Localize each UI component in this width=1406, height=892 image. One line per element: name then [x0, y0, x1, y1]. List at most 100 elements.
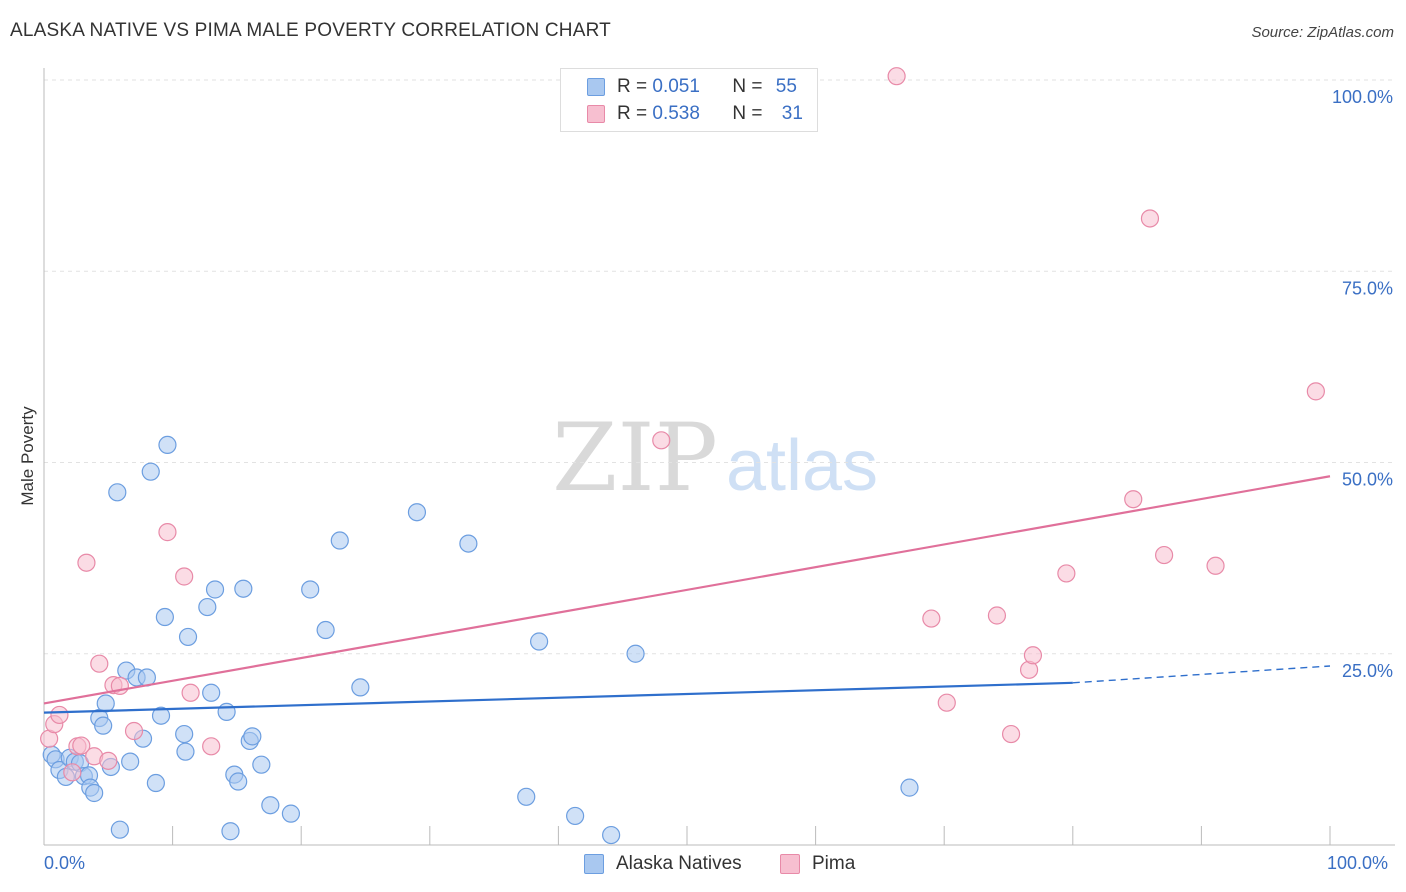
- alaska-natives-point: [566, 806, 585, 826]
- legend-r-value: 0.051: [652, 76, 700, 97]
- pima-point: [202, 737, 221, 756]
- alaska-natives-point: [146, 773, 165, 793]
- alaska-natives-point: [96, 694, 115, 713]
- bottom-legend-swatch-pima: [780, 854, 800, 874]
- legend-n-label: N =: [732, 76, 768, 97]
- legend-n-value: 31: [781, 103, 803, 124]
- pima-point: [1306, 382, 1325, 401]
- pima-point: [887, 67, 906, 86]
- legend-swatch-pima: [587, 105, 605, 123]
- alaska-natives-point: [121, 752, 140, 771]
- pima-point: [158, 523, 177, 542]
- pima-point: [652, 431, 671, 450]
- gridlines: [44, 79, 1395, 655]
- alaska-natives-point: [351, 678, 370, 697]
- pima-point: [77, 553, 96, 572]
- pima-point: [99, 751, 118, 770]
- alaska-natives-point: [175, 724, 194, 744]
- legend-row-pima: R = 0.538 N = 31: [587, 102, 803, 126]
- bottom-legend-label-alaska-natives: Alaska Natives: [616, 853, 742, 874]
- pima-point: [72, 736, 91, 755]
- y-tick-label-25: 25.0%: [1342, 661, 1393, 681]
- legend-n-label: N =: [732, 103, 768, 124]
- pima-point: [1057, 564, 1076, 583]
- pima-point: [1206, 556, 1225, 575]
- pima-point: [175, 567, 194, 586]
- x-tick-label-max: 100.0%: [1327, 853, 1389, 873]
- alaska-natives-point: [517, 787, 536, 806]
- axes: [43, 68, 1395, 846]
- watermark-zip: ZIP: [552, 404, 718, 513]
- y-tick-labels: 25.0% 50.0% 75.0% 100.0%: [1332, 87, 1393, 681]
- alaska-natives-point: [205, 580, 225, 599]
- alaska-natives-point: [229, 772, 248, 791]
- pima-point: [124, 721, 144, 741]
- pima-point: [987, 606, 1007, 625]
- pima-point: [63, 763, 82, 782]
- pima-point: [1155, 545, 1174, 565]
- alaska-natives-point: [198, 597, 217, 617]
- alaska-natives-point: [234, 579, 253, 598]
- bottom-legend-alaska-natives: Alaska Natives: [584, 852, 742, 876]
- alaska-natives-point: [217, 702, 236, 721]
- alaska-natives-point: [151, 706, 171, 725]
- trend-lines: [43, 475, 1331, 714]
- pima-point: [1023, 646, 1043, 665]
- legend-r-label: R =: [617, 103, 653, 124]
- bottom-legend-label-pima: Pima: [812, 853, 856, 874]
- legend-r-label: R =: [617, 76, 653, 97]
- alaska-natives-point: [176, 742, 195, 761]
- chart-title: ALASKA NATIVE VS PIMA MALE POVERTY CORRE…: [10, 20, 611, 41]
- alaska-natives-point: [110, 820, 129, 839]
- alaska-natives-point: [301, 580, 320, 599]
- pima-point: [50, 705, 69, 725]
- pima-trend-line: [43, 475, 1331, 705]
- data-points: [40, 67, 1325, 845]
- y-tick-label-100: 100.0%: [1332, 87, 1393, 107]
- alaska-natives-point: [459, 534, 478, 553]
- pima-point: [922, 609, 941, 628]
- pima-point: [937, 693, 956, 712]
- pima-point: [1124, 490, 1143, 509]
- y-tick-label-75: 75.0%: [1342, 278, 1393, 298]
- chart-source: Source: ZipAtlas.com: [1251, 24, 1394, 41]
- bottom-legend-swatch-alaska-natives: [584, 854, 604, 874]
- legend-n-value: 55: [775, 76, 797, 97]
- alaska-natives-point: [261, 796, 280, 815]
- alaska-natives-point: [281, 804, 301, 823]
- watermark: ZIP atlas: [552, 404, 878, 513]
- alaska-natives-point: [243, 727, 262, 746]
- alaska-natives-point: [158, 435, 177, 455]
- y-tick-label-50: 50.0%: [1342, 470, 1393, 490]
- alaska-natives-point: [94, 716, 113, 735]
- alaska-natives-point: [155, 607, 174, 627]
- x-tick-label-min: 0.0%: [44, 853, 86, 873]
- alaska-natives-point: [178, 627, 198, 647]
- alaska-natives-point: [407, 503, 427, 522]
- alaska-natives-point: [330, 531, 349, 550]
- alaska-natives-point: [202, 683, 221, 702]
- alaska-natives-point: [900, 778, 919, 797]
- watermark-atlas: atlas: [726, 426, 878, 506]
- alaska-natives-trend-line: [43, 681, 1073, 714]
- pima-point: [1140, 209, 1160, 228]
- legend-row-alaska-natives: R = 0.051 N = 55: [587, 75, 797, 99]
- alaska-natives-point: [141, 462, 160, 481]
- pima-point: [1001, 724, 1021, 744]
- alaska-natives-trend-extension: [1072, 665, 1331, 684]
- alaska-natives-point: [252, 755, 271, 774]
- bottom-legend-pima: Pima: [780, 852, 855, 876]
- pima-point: [90, 654, 109, 673]
- pima-point: [181, 683, 200, 702]
- alaska-natives-point: [221, 822, 240, 841]
- legend-r-value: 0.538: [652, 103, 700, 124]
- legend-swatch-alaska-natives: [587, 78, 605, 96]
- alaska-natives-point: [108, 483, 127, 502]
- correlation-legend: R = 0.051 N = 55 R = 0.538 N = 31: [560, 68, 818, 132]
- alaska-natives-point: [85, 783, 104, 803]
- alaska-natives-point: [602, 825, 621, 845]
- alaska-natives-point: [316, 620, 335, 640]
- alaska-natives-point: [530, 632, 549, 651]
- alaska-natives-point: [626, 644, 645, 663]
